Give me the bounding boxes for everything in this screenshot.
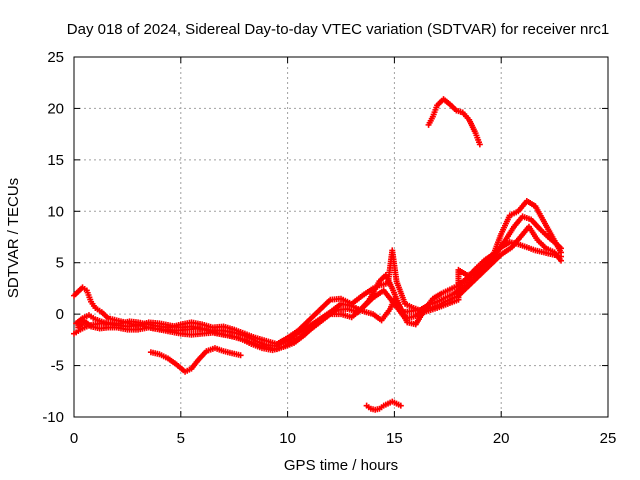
chart-title: Day 018 of 2024, Sidereal Day-to-day VTE… bbox=[67, 21, 609, 38]
series-track-d bbox=[75, 223, 565, 353]
plot-frame bbox=[73, 56, 609, 418]
y-tick-label: -10 bbox=[42, 409, 64, 426]
x-tick-label: 5 bbox=[177, 430, 185, 447]
frame-layer bbox=[73, 56, 609, 418]
grid-layer bbox=[74, 57, 608, 417]
series-track-g bbox=[425, 96, 483, 148]
x-tick-label: 20 bbox=[493, 430, 510, 447]
series-track-f bbox=[363, 398, 404, 413]
y-tick-label: -5 bbox=[51, 358, 64, 375]
series-track-c bbox=[73, 198, 565, 347]
x-tick-label: 0 bbox=[70, 430, 78, 447]
y-tick-label: 10 bbox=[47, 203, 64, 220]
y-tick-label: 5 bbox=[56, 255, 64, 272]
x-tick-label: 10 bbox=[279, 430, 296, 447]
mark-layer bbox=[71, 96, 565, 413]
data-point bbox=[397, 402, 404, 409]
series-track-e bbox=[147, 345, 244, 375]
x-tick-label: 15 bbox=[386, 430, 403, 447]
y-tick-label: 20 bbox=[47, 100, 64, 117]
x-tick-label: 25 bbox=[600, 430, 617, 447]
data-point bbox=[476, 141, 483, 148]
y-tick-label: 25 bbox=[47, 49, 64, 66]
data-point bbox=[558, 257, 565, 264]
data-point bbox=[558, 249, 565, 256]
y-axis-label: SDTVAR / TECUs bbox=[5, 178, 22, 298]
y-tick-label: 15 bbox=[47, 152, 64, 169]
x-axis-label: GPS time / hours bbox=[284, 457, 398, 474]
data-point bbox=[237, 352, 244, 359]
tick-layer: 0 5 10 15 20 25 -10 -5 0 5 10 15 20 25 bbox=[42, 49, 616, 447]
y-tick-label: 0 bbox=[56, 306, 64, 323]
